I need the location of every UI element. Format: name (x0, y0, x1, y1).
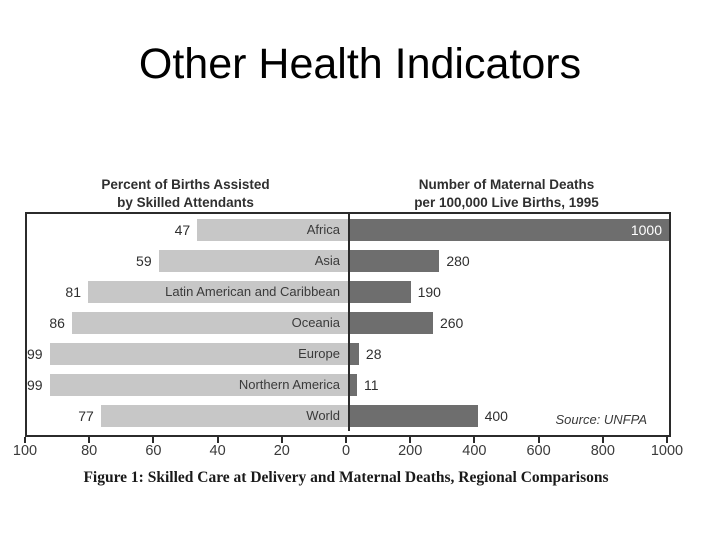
chart-row: 99 Northern America 11 (27, 369, 669, 400)
right-axis-header-line1: Number of Maternal Deaths (418, 177, 595, 192)
left-value-label: 81 (65, 283, 81, 300)
right-axis-tick (666, 437, 668, 443)
right-value-label: 28 (365, 345, 382, 362)
left-bar: Africa (197, 218, 348, 241)
left-axis-tick-label: 100 (12, 443, 38, 459)
chart-row: 86 Oceania 260 (27, 307, 669, 338)
right-axis-tick (537, 437, 540, 443)
right-bar (350, 373, 357, 396)
left-axis-tick (152, 437, 155, 443)
left-axis-tick-label: 80 (81, 443, 98, 459)
right-half: 11 (348, 369, 669, 400)
left-axis-tick (216, 437, 219, 443)
right-axis-tick (409, 437, 412, 443)
right-half: 190 (348, 276, 669, 307)
left-bar: Asia (158, 249, 348, 272)
chart-row: 47 Africa 1000 (27, 214, 669, 245)
right-value-label: 280 (446, 252, 470, 269)
right-axis-tick-label: 600 (526, 443, 551, 459)
left-axis-header-line1: Percent of Births Assisted (101, 177, 270, 192)
left-half: 77 World (27, 400, 348, 431)
left-bar: Oceania (71, 311, 348, 334)
right-axis-tick-label: 800 (590, 443, 615, 459)
right-bar (350, 249, 440, 272)
region-label: Asia (314, 253, 340, 268)
left-value-label: 99 (27, 345, 43, 362)
right-axis-tick-label: 1000 (650, 443, 684, 459)
source-note: Source: UNFPA (555, 412, 647, 427)
left-value-label: 47 (174, 221, 191, 238)
left-axis-tick (280, 437, 283, 443)
left-bar: Europe (49, 342, 348, 365)
right-bar (350, 311, 433, 334)
plot-area: 47 Africa 1000 59 Asia 280 81 Latin American an… (25, 212, 671, 437)
right-axis-header-line2: per 100,000 Live Births, 1995 (414, 194, 599, 210)
right-axis-tick (473, 437, 476, 443)
right-bar (350, 280, 411, 303)
chart-row: 81 Latin American and Caribbean 190 (27, 276, 669, 307)
left-half: 47 Africa (27, 214, 348, 245)
left-bar: World (100, 404, 348, 427)
right-half: 28 (348, 338, 669, 369)
slide-title: Other Health Indicators (138, 40, 582, 88)
left-value-label: 86 (49, 314, 65, 331)
left-bar: Northern America (49, 373, 348, 396)
right-value-label: 400 (484, 407, 508, 424)
region-label: Oceania (291, 315, 340, 330)
left-half: 99 Northern America (27, 369, 348, 400)
right-bar (350, 342, 359, 365)
right-half: 1000 (348, 214, 669, 245)
region-label: Latin American and Caribbean (165, 284, 340, 299)
region-label: Africa (306, 222, 340, 237)
left-axis-tick-label: 20 (273, 443, 290, 459)
left-axis-tick-label: 60 (145, 443, 162, 459)
chart-headers: Percent of Births Assisted by Skilled At… (25, 176, 667, 212)
right-bar: 1000 (350, 218, 669, 241)
right-axis-header: Number of Maternal Deaths per 100,000 Li… (346, 176, 667, 212)
left-axis-tick (88, 437, 91, 443)
left-bar: Latin American and Caribbean (88, 280, 348, 303)
chart-row: 99 Europe 28 (27, 338, 669, 369)
region-label: World (306, 408, 340, 423)
right-value-label: 1000 (630, 221, 662, 238)
x-axis: 100 80 60 40 20 0 200 400 600 800 1000 (13, 437, 683, 462)
left-half: 86 Oceania (27, 307, 348, 338)
right-half: 280 (348, 245, 669, 276)
right-axis-tick (601, 437, 604, 443)
left-axis-header: Percent of Births Assisted by Skilled At… (25, 176, 346, 212)
right-axis-tick-label: 200 (398, 443, 423, 459)
left-value-label: 77 (78, 407, 94, 424)
chart-row: 59 Asia 280 (27, 245, 669, 276)
right-half: 260 (348, 307, 669, 338)
region-label: Northern America (238, 377, 340, 392)
left-axis-tick (24, 437, 26, 443)
right-value-label: 260 (439, 314, 464, 331)
chart-row: 77 World 400 (27, 400, 669, 431)
right-value-label: 11 (364, 376, 379, 393)
left-axis-header-line2: by Skilled Attendants (117, 194, 254, 210)
left-half: 99 Europe (27, 338, 348, 369)
left-value-label: 59 (136, 252, 152, 269)
left-axis-tick (345, 437, 347, 443)
left-axis-tick-label: 40 (209, 443, 226, 459)
left-axis-tick-label: 0 (341, 443, 351, 459)
right-bar (350, 404, 478, 427)
region-label: Europe (298, 346, 340, 361)
left-value-label: 99 (27, 376, 43, 393)
left-half: 81 Latin American and Caribbean (27, 276, 348, 307)
left-half: 59 Asia (27, 245, 348, 276)
figure-chart: Percent of Births Assisted by Skilled At… (13, 176, 683, 487)
figure-caption: Figure 1: Skilled Care at Delivery and M… (83, 469, 609, 486)
right-half: 400 (348, 400, 669, 431)
right-axis-tick-label: 400 (462, 443, 487, 459)
right-value-label: 190 (417, 283, 441, 300)
